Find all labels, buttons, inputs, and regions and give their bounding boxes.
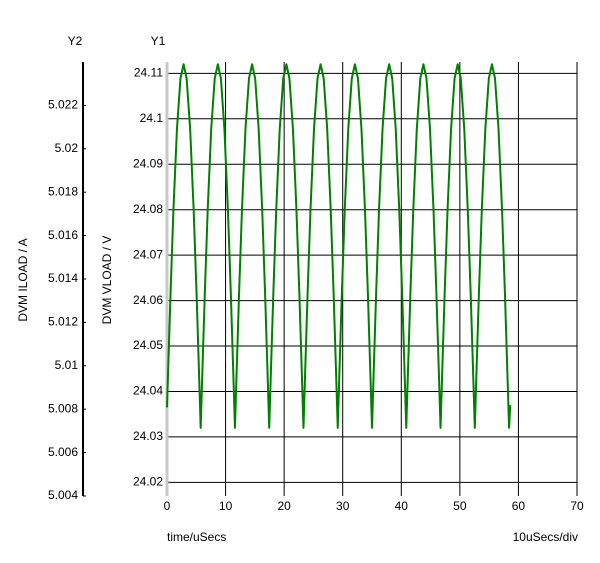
y-tick-label: 24.1 [140, 111, 164, 125]
x-tick-label: 50 [453, 499, 467, 513]
y-tick-label: 24.06 [133, 293, 163, 307]
y2-axis-label: DVM ILOAD / A [16, 238, 30, 321]
x-axis-label: time/uSecs [167, 530, 226, 544]
y-axis-label: DVM VLOAD / V [100, 236, 114, 325]
x-tick-label: 10 [219, 499, 233, 513]
y-axis-name: Y1 [151, 34, 166, 48]
x-tick-label: 20 [277, 499, 291, 513]
y2-tick-label: 5.022 [48, 98, 78, 112]
y-tick-label: 24.03 [133, 429, 163, 443]
y-tick-label: 24.04 [133, 384, 163, 398]
y2-tick-label: 5.01 [55, 358, 79, 372]
series-line [166, 63, 512, 429]
y2-tick-label: 5.012 [48, 315, 78, 329]
y-tick-label: 24.05 [133, 338, 163, 352]
y2-tick-label: 5.016 [48, 228, 78, 242]
x-tick-label: 0 [164, 499, 171, 513]
y2-axis-name: Y2 [68, 34, 83, 48]
y2-tick-label: 5.004 [48, 488, 78, 502]
y2-tick-label: 5.014 [48, 271, 78, 285]
y2-tick-label: 5.02 [55, 141, 79, 155]
y2-tick-label: 5.006 [48, 445, 78, 459]
y-tick-label: 24.08 [133, 202, 163, 216]
x-tick-label: 40 [395, 499, 409, 513]
x-scale-note: 10uSecs/div [513, 530, 578, 544]
y2-tick-label: 5.018 [48, 184, 78, 198]
x-tick-label: 60 [512, 499, 526, 513]
y-tick-label: 24.11 [134, 66, 163, 80]
x-tick-label: 30 [336, 499, 350, 513]
x-tick-label: 70 [570, 499, 584, 513]
y-tick-label: 24.07 [133, 247, 163, 261]
y-tick-label: 24.02 [133, 475, 163, 489]
y2-tick-label: 5.008 [48, 401, 78, 415]
y-tick-label: 24.09 [133, 156, 163, 170]
